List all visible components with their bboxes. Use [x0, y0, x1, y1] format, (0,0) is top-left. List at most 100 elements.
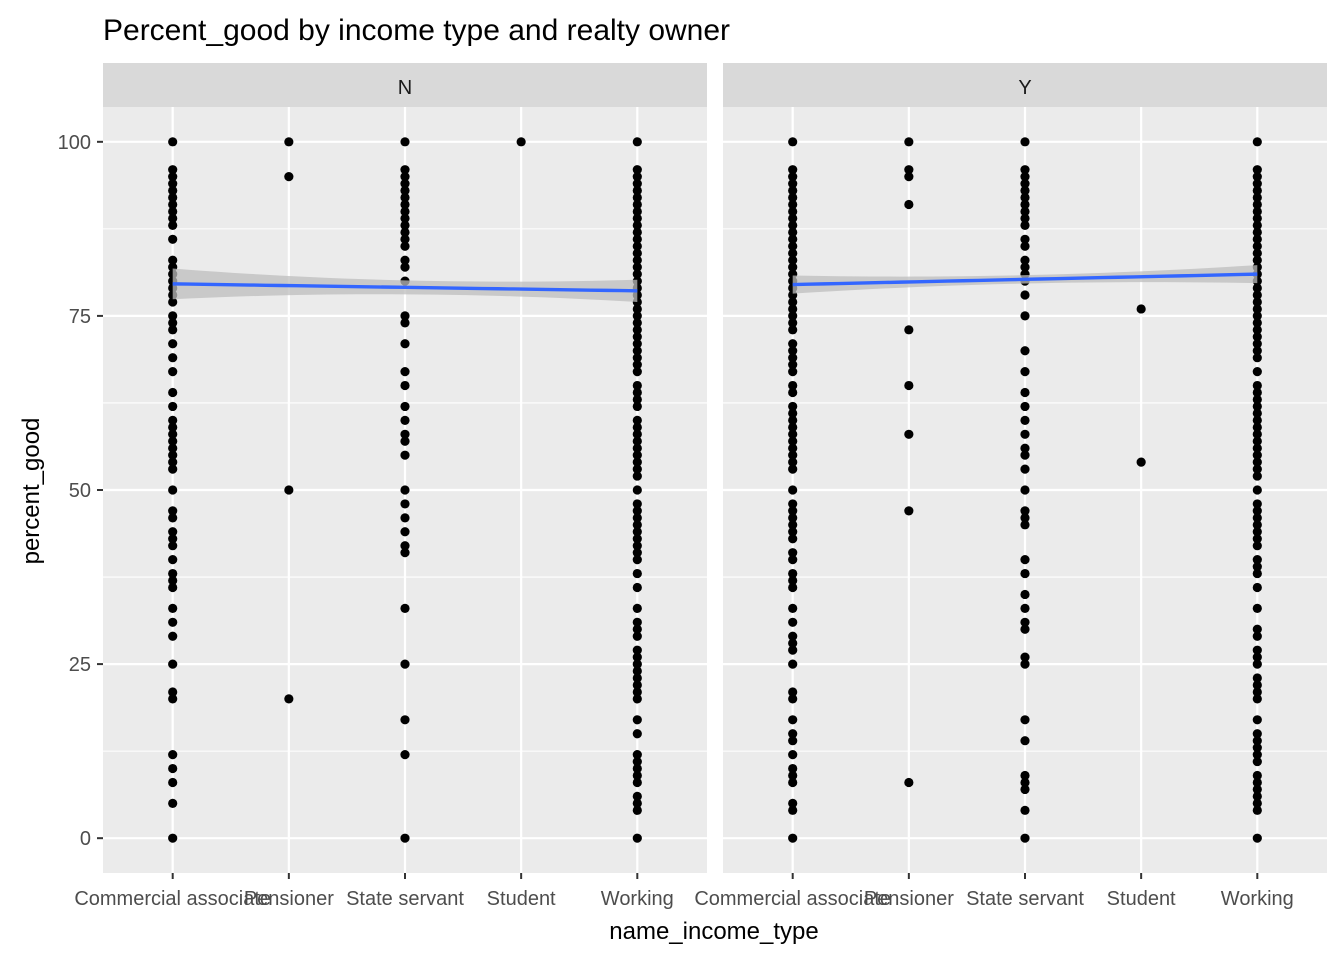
data-point-working — [632, 353, 642, 363]
data-point-commercial-associate — [788, 805, 798, 815]
data-point-working — [1252, 464, 1262, 474]
data-point-working — [1252, 318, 1262, 328]
data-point-state-servant — [1020, 617, 1030, 627]
data-point-commercial-associate — [788, 568, 798, 579]
data-point-state-servant — [1020, 589, 1030, 600]
data-point-state-servant — [400, 185, 410, 196]
data-point-pensioner — [904, 172, 914, 182]
data-point-commercial-associate — [168, 617, 178, 627]
data-point-commercial-associate — [788, 833, 798, 843]
data-point-commercial-associate — [788, 548, 798, 558]
data-point-state-servant — [400, 499, 410, 509]
smooth-line — [792, 272, 1258, 287]
data-point-student — [516, 137, 526, 147]
data-point-commercial-associate — [168, 199, 178, 210]
data-point-working — [1252, 527, 1262, 537]
data-point-working — [632, 172, 642, 182]
data-point-commercial-associate — [168, 401, 178, 412]
data-point-working — [632, 241, 642, 251]
data-point-working — [632, 450, 642, 460]
data-point-working — [1252, 694, 1262, 704]
data-point-working — [1252, 798, 1262, 808]
data-point-working — [1252, 499, 1262, 509]
data-point-working — [1252, 213, 1262, 224]
data-point-working — [632, 339, 642, 349]
data-point-working — [1252, 408, 1262, 418]
data-point-commercial-associate — [168, 325, 178, 335]
data-point-commercial-associate — [788, 401, 798, 412]
data-point-working — [632, 234, 642, 244]
data-point-working — [632, 429, 642, 439]
data-point-working — [632, 777, 642, 788]
data-point-pensioner — [284, 485, 294, 495]
data-point-state-servant — [1020, 137, 1030, 147]
data-point-commercial-associate — [788, 172, 798, 182]
data-point-commercial-associate — [788, 346, 798, 356]
y-tick-label: 0 — [80, 828, 91, 850]
data-point-state-servant — [400, 311, 410, 321]
data-point-working — [632, 199, 642, 210]
data-point-commercial-associate — [788, 582, 798, 593]
data-point-working — [632, 624, 642, 634]
data-point-working — [1252, 457, 1262, 467]
data-point-working — [1252, 673, 1262, 683]
data-point-state-servant — [400, 241, 410, 251]
data-point-pensioner — [904, 165, 914, 175]
data-point-commercial-associate — [168, 318, 178, 328]
data-point-state-servant — [1020, 311, 1030, 321]
data-point-commercial-associate — [788, 325, 798, 335]
data-point-state-servant — [1020, 520, 1030, 530]
data-point-state-servant — [1020, 464, 1030, 474]
data-point-working — [632, 325, 642, 335]
data-point-commercial-associate — [788, 297, 798, 307]
data-point-working — [1252, 652, 1262, 662]
data-point-state-servant — [400, 367, 410, 377]
data-point-working — [632, 485, 642, 495]
data-point-commercial-associate — [788, 798, 798, 808]
data-point-commercial-associate — [788, 165, 798, 175]
data-point-working — [632, 248, 642, 258]
data-point-working — [1252, 833, 1262, 843]
data-point-working — [1252, 729, 1262, 739]
data-point-state-servant — [1020, 220, 1030, 230]
data-point-working — [1252, 339, 1262, 349]
data-point-working — [632, 756, 642, 767]
data-point-commercial-associate — [168, 464, 178, 474]
data-point-state-servant — [1020, 415, 1030, 425]
data-point-working — [632, 422, 642, 432]
data-point-state-servant — [1020, 506, 1030, 516]
data-point-commercial-associate — [168, 339, 178, 349]
data-point-commercial-associate — [788, 339, 798, 349]
data-point-working — [632, 415, 642, 425]
data-point-commercial-associate — [788, 318, 798, 328]
data-point-commercial-associate — [788, 457, 798, 467]
data-point-working — [1252, 562, 1262, 572]
data-point-state-servant — [1020, 833, 1030, 843]
data-point-working — [1252, 165, 1262, 175]
data-point-commercial-associate — [168, 534, 178, 544]
data-point-commercial-associate — [168, 192, 178, 203]
data-point-working — [632, 457, 642, 467]
data-point-state-servant — [400, 172, 410, 182]
data-point-commercial-associate — [788, 443, 798, 453]
data-point-working — [1252, 645, 1262, 655]
x-tick-label-commercial-associate: Commercial associate — [694, 888, 891, 910]
data-point-state-servant — [1020, 234, 1030, 244]
data-point-commercial-associate — [168, 659, 178, 669]
data-point-state-servant — [1020, 443, 1030, 453]
x-tick-label-state-servant: State servant — [966, 888, 1084, 910]
data-point-commercial-associate — [788, 262, 798, 272]
data-point-state-servant — [1020, 213, 1030, 224]
data-point-commercial-associate — [168, 513, 178, 523]
data-point-working — [632, 255, 642, 265]
data-point-commercial-associate — [168, 582, 178, 593]
data-point-working — [632, 394, 642, 405]
data-point-working — [1252, 206, 1262, 217]
data-point-working — [1252, 743, 1262, 753]
data-point-working — [1252, 401, 1262, 412]
data-point-working — [632, 380, 642, 391]
data-point-commercial-associate — [788, 311, 798, 321]
data-point-working — [632, 213, 642, 224]
data-point-state-servant — [400, 255, 410, 265]
data-point-commercial-associate — [168, 694, 178, 704]
